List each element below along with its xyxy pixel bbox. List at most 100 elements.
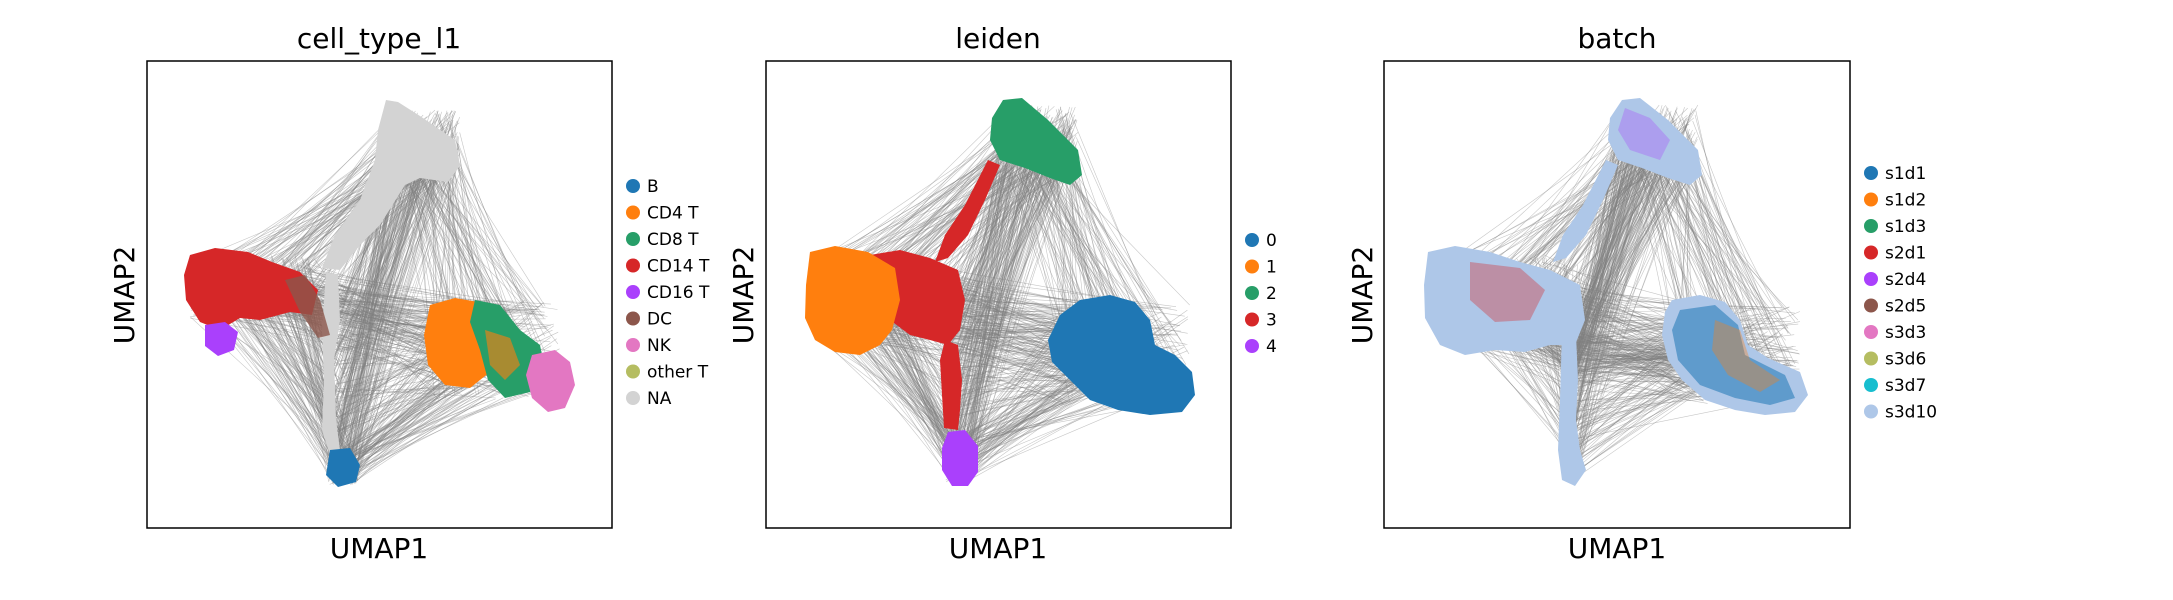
graph-edge xyxy=(947,158,1039,319)
graph-edge xyxy=(261,313,333,404)
x-axis-label: UMAP1 xyxy=(949,532,1048,565)
graph-edge xyxy=(1575,350,1671,356)
graph-edge xyxy=(1572,143,1662,354)
legend-label: s2d4 xyxy=(1885,270,1926,290)
graph-edge xyxy=(289,281,450,307)
graph-edge xyxy=(967,170,1049,481)
graph-edge xyxy=(970,394,1123,480)
graph-edge xyxy=(948,119,1068,478)
graph-edge xyxy=(337,168,423,459)
graph-edge xyxy=(262,297,334,476)
graph-edge xyxy=(853,328,1080,343)
graph-edge xyxy=(957,127,1043,472)
graph-edge xyxy=(958,154,1063,443)
graph-edge xyxy=(957,145,1045,299)
graph-edge xyxy=(341,138,445,393)
graph-edge xyxy=(964,106,1039,480)
graph-edge xyxy=(1574,139,1676,437)
plot-frame xyxy=(146,60,613,529)
graph-edge xyxy=(876,336,949,351)
cluster-1 xyxy=(805,246,900,355)
graph-edge xyxy=(1577,144,1643,368)
graph-edge xyxy=(957,114,1009,481)
graph-edge xyxy=(964,137,1032,467)
graph-edge xyxy=(275,299,336,470)
legend-label: 1 xyxy=(1266,258,1277,278)
graph-edge xyxy=(953,166,1015,447)
graph-edge xyxy=(354,385,554,456)
graph-edge xyxy=(954,161,1063,280)
graph-edge xyxy=(968,335,1066,476)
graph-edge xyxy=(882,312,944,412)
graph-edge xyxy=(970,154,1033,482)
graph-edge xyxy=(1572,151,1658,367)
graph-edge xyxy=(331,169,422,402)
graph-edge xyxy=(459,132,508,319)
legend-label: B xyxy=(647,177,659,197)
panel-title: leiden xyxy=(955,22,1041,55)
graph-edge xyxy=(402,156,543,325)
graph-edge xyxy=(329,398,496,460)
graph-edge xyxy=(1575,347,1679,429)
graph-edge xyxy=(953,164,1071,324)
graph-edge xyxy=(1574,129,1646,412)
graph-edge xyxy=(1447,158,1694,261)
graph-edge xyxy=(1574,111,1623,372)
graph-edge xyxy=(337,330,444,356)
graph-edge xyxy=(334,320,437,472)
graph-edge xyxy=(1563,166,1690,441)
graph-edge xyxy=(1073,169,1190,355)
graph-edge xyxy=(333,152,439,373)
legend-label: s1d2 xyxy=(1885,191,1926,211)
graph-edge xyxy=(334,154,407,462)
graph-edge xyxy=(1686,145,1799,388)
graph-edge xyxy=(969,163,1026,451)
graph-edge xyxy=(1570,387,1698,443)
graph-edge xyxy=(337,177,402,431)
graph-edge xyxy=(336,173,438,472)
graph-edge xyxy=(1571,314,1673,351)
graph-edge xyxy=(1485,158,1658,257)
cluster-na-top xyxy=(322,100,460,270)
graph-edge xyxy=(958,389,1097,451)
graph-edge xyxy=(352,386,506,480)
legend: 0 1 2 3 4 xyxy=(1245,231,1277,357)
graph-edge xyxy=(1621,155,1790,334)
graph-edge xyxy=(332,157,423,424)
graph-edge xyxy=(1022,143,1086,332)
graph-edge xyxy=(298,264,446,334)
graph-edge xyxy=(952,170,1001,452)
graph-edge xyxy=(1513,107,1620,294)
umap-points xyxy=(184,100,575,487)
graph-edge xyxy=(338,178,405,411)
graph-edge xyxy=(355,120,452,483)
graph-edge xyxy=(1566,171,1688,352)
graph-edge xyxy=(969,366,1082,473)
panel-leiden: leiden UMAP1 UMAP2 0 1 2 3 4 xyxy=(727,22,1277,565)
graph-edge xyxy=(970,140,1006,448)
graph-edge xyxy=(954,124,1061,438)
legend-marker xyxy=(626,258,640,273)
graph-edge xyxy=(944,378,1071,419)
graph-edge xyxy=(839,133,1020,275)
graph-edge xyxy=(1568,169,1691,375)
graph-edge xyxy=(331,300,514,302)
batch-right-mixed xyxy=(1672,305,1795,405)
graph-edge xyxy=(958,172,1068,455)
graph-edge xyxy=(331,162,442,320)
graph-edge xyxy=(1070,174,1182,367)
graph-edge xyxy=(1566,387,1705,434)
graph-edge xyxy=(342,165,420,362)
graph-edge xyxy=(267,310,333,428)
graph-edge xyxy=(1045,159,1098,314)
legend-label: 2 xyxy=(1266,284,1277,304)
graph-edge xyxy=(1577,158,1624,366)
graph-edge xyxy=(329,151,433,474)
graph-edge xyxy=(969,129,1054,443)
graph-edge xyxy=(1561,336,1703,395)
graph-edge xyxy=(1574,164,1690,359)
graph-edge xyxy=(1694,159,1792,367)
graph-edge xyxy=(1568,151,1685,379)
graph-edge xyxy=(1661,164,1767,328)
graph-edge xyxy=(962,136,1011,457)
